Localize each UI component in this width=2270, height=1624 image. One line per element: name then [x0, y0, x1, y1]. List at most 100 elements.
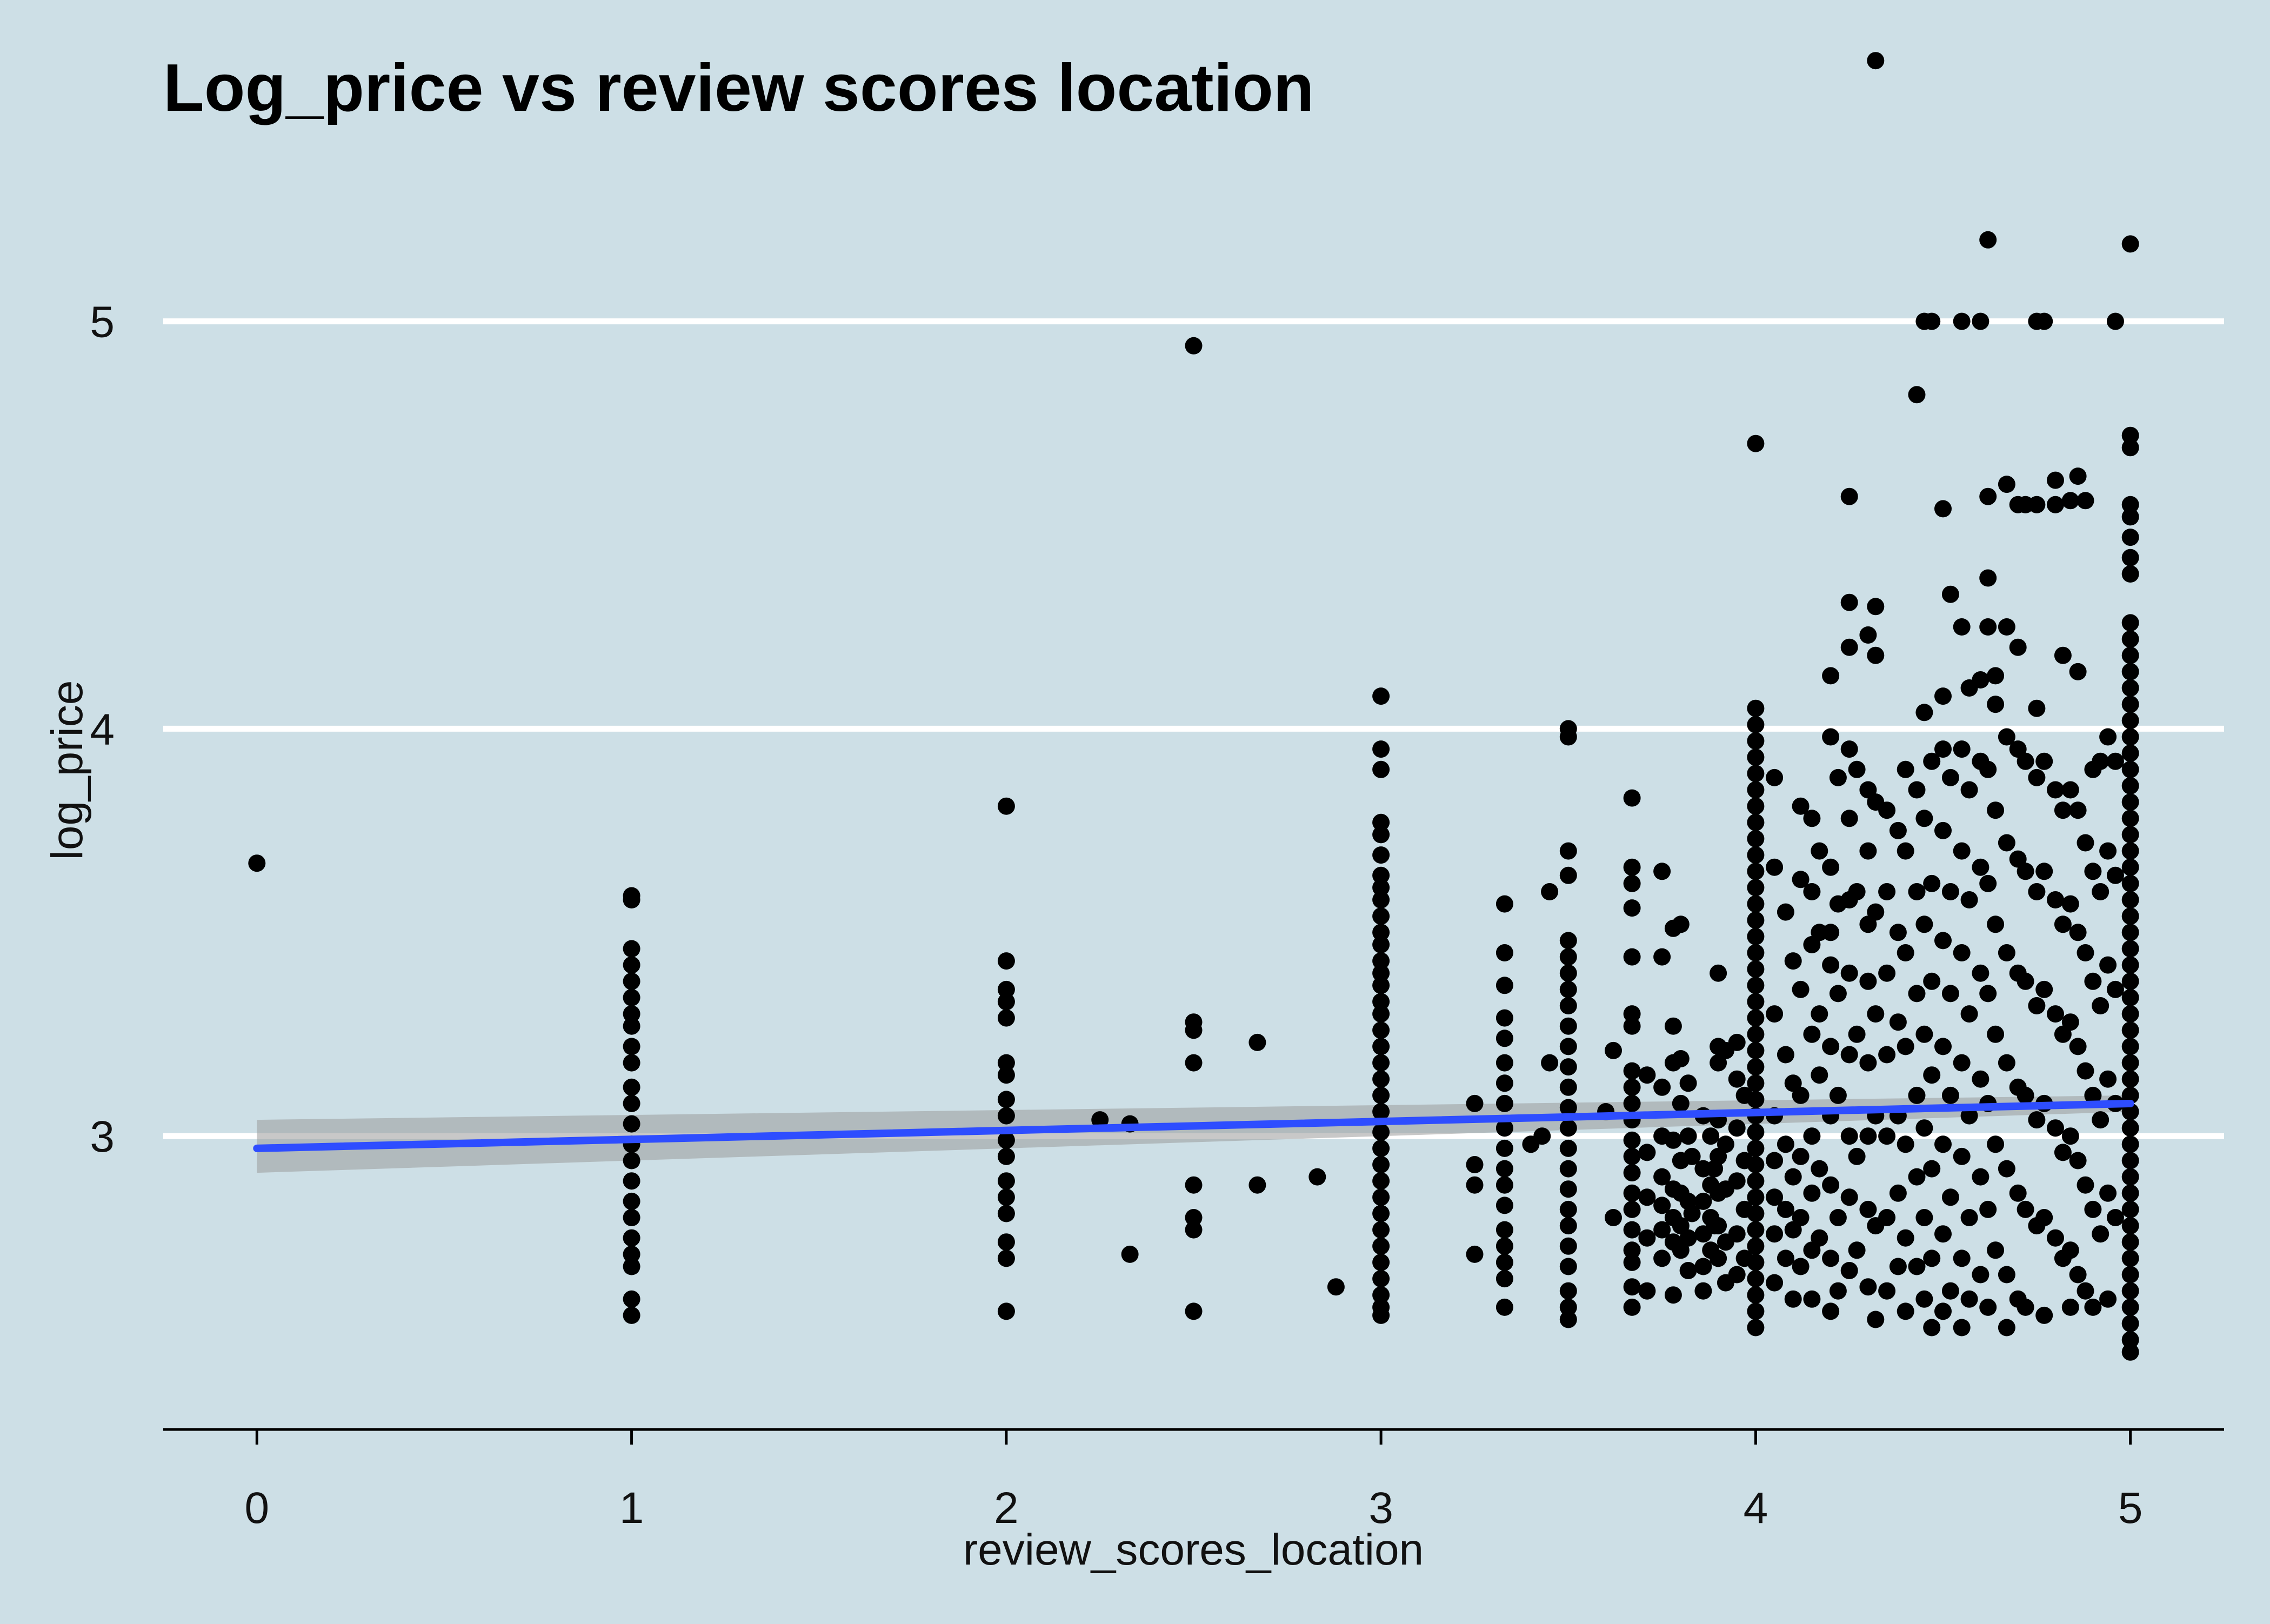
- data-point: [2121, 1038, 2139, 1055]
- data-point: [2017, 863, 2034, 880]
- data-point: [2017, 752, 2034, 770]
- data-point: [2077, 834, 2094, 852]
- data-point: [1848, 1241, 1866, 1259]
- data-point: [1897, 1135, 1914, 1153]
- data-point: [1466, 1156, 1484, 1173]
- data-point: [1728, 1225, 1746, 1243]
- data-point: [1495, 1270, 1513, 1288]
- data-point: [1495, 977, 1513, 994]
- data-point: [1792, 1086, 1810, 1104]
- data-point: [1934, 1135, 1952, 1153]
- data-point: [1694, 1282, 1712, 1300]
- data-point: [1848, 883, 1866, 900]
- data-point: [2092, 883, 2109, 900]
- data-point: [1747, 1058, 1765, 1076]
- data-point: [1848, 1025, 1866, 1043]
- data-point: [2121, 988, 2139, 1006]
- data-point: [1372, 1156, 1390, 1173]
- data-point: [2107, 752, 2124, 770]
- data-point: [1897, 760, 1914, 778]
- data-point: [1987, 667, 2005, 685]
- data-point: [1889, 1184, 1907, 1202]
- data-point: [1623, 1184, 1641, 1202]
- data-point: [1623, 1164, 1641, 1182]
- data-point: [623, 1115, 640, 1133]
- data-point: [248, 854, 266, 872]
- data-point: [2121, 858, 2139, 876]
- data-point: [1372, 1221, 1390, 1239]
- data-point: [1372, 1070, 1390, 1088]
- data-point: [1915, 915, 1933, 933]
- data-point: [2077, 1176, 2094, 1194]
- data-point: [1747, 781, 1765, 799]
- data-point: [623, 1078, 640, 1096]
- data-point: [2121, 940, 2139, 958]
- data-point: [1623, 1131, 1641, 1149]
- data-point: [1822, 728, 1840, 746]
- data-point: [1683, 1147, 1701, 1165]
- data-point: [1372, 964, 1390, 982]
- data-point: [1653, 1197, 1671, 1214]
- data-point: [2035, 1209, 2053, 1226]
- x-tick-label-3: 3: [1368, 1483, 1393, 1533]
- data-point: [1987, 801, 2005, 819]
- data-point: [1495, 1074, 1513, 1092]
- data-point: [2121, 744, 2139, 762]
- data-point: [1784, 952, 1802, 970]
- data-point: [1495, 1094, 1513, 1112]
- data-point: [1878, 1046, 1896, 1064]
- data-point: [2121, 1005, 2139, 1023]
- data-point: [2121, 1298, 2139, 1316]
- data-point: [1859, 842, 1877, 860]
- data-point: [1728, 1070, 1746, 1088]
- data-point: [1541, 883, 1559, 900]
- data-point: [2069, 467, 2087, 485]
- data-point: [1747, 977, 1765, 994]
- data-point: [1953, 944, 1971, 961]
- data-point: [1867, 646, 1885, 664]
- data-point: [1972, 1266, 1989, 1284]
- data-point: [1979, 874, 1997, 892]
- data-point: [2035, 752, 2053, 770]
- data-point: [1653, 1078, 1671, 1096]
- x-tick-label-4: 4: [1744, 1483, 1768, 1533]
- data-point: [2035, 863, 2053, 880]
- data-point: [2054, 801, 2072, 819]
- data-point: [1747, 911, 1765, 929]
- data-point: [1915, 810, 1933, 827]
- data-point: [1777, 1135, 1794, 1153]
- data-point: [1934, 1038, 1952, 1055]
- data-point: [2099, 728, 2117, 746]
- data-point: [2121, 646, 2139, 664]
- data-point: [2009, 1184, 2027, 1202]
- data-point: [2121, 1343, 2139, 1361]
- data-point: [1777, 1249, 1794, 1267]
- data-point: [1972, 671, 1989, 689]
- data-point: [2121, 1086, 2139, 1104]
- data-point: [1372, 936, 1390, 953]
- data-point: [1822, 924, 1840, 941]
- data-point: [1605, 1041, 1622, 1059]
- data-point: [1915, 1209, 1933, 1226]
- data-point: [2121, 679, 2139, 697]
- data-point: [1987, 1135, 2005, 1153]
- data-point: [1934, 740, 1952, 758]
- data-point: [1495, 1298, 1513, 1316]
- data-point: [997, 1233, 1015, 1251]
- data-point: [1679, 1074, 1697, 1092]
- data-point: [2121, 1135, 2139, 1153]
- data-point: [1840, 638, 1858, 656]
- data-point: [1998, 1319, 2015, 1336]
- data-point: [1889, 1258, 1907, 1275]
- data-point: [2121, 793, 2139, 811]
- data-point: [1717, 1135, 1734, 1153]
- data-point: [1372, 760, 1390, 778]
- data-point: [997, 952, 1015, 970]
- data-point: [2121, 1184, 2139, 1202]
- data-point: [1979, 1200, 1997, 1218]
- data-point: [1915, 704, 1933, 721]
- data-point: [1766, 1005, 1784, 1023]
- data-point: [1972, 1070, 1989, 1088]
- data-point: [2077, 1282, 2094, 1300]
